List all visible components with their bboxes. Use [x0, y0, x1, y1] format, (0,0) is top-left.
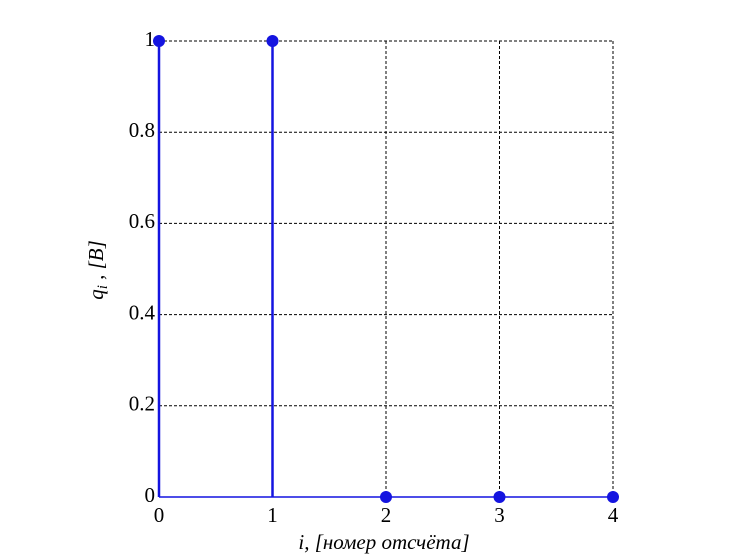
- x-tick-label: 0: [154, 503, 165, 527]
- y-tick-label: 0.2: [129, 392, 155, 416]
- x-tick-label: 3: [494, 503, 505, 527]
- y-tick-label: 0.6: [129, 209, 155, 233]
- y-label-rest: , [В]: [84, 240, 108, 285]
- x-tick-label: 4: [608, 503, 619, 527]
- y-tick-label: 0.8: [129, 118, 155, 142]
- x-tick-label: 2: [381, 503, 392, 527]
- y-tick-label: 0: [145, 483, 156, 507]
- y-tick-label: 1: [145, 27, 156, 51]
- stem-marker: [153, 35, 165, 47]
- x-tick-label: 1: [267, 503, 278, 527]
- stem-marker: [266, 35, 279, 47]
- y-label-main: q: [84, 289, 108, 300]
- stem-marker: [380, 491, 392, 503]
- y-axis-label: qi , [В]: [84, 240, 112, 300]
- y-label-sub: i: [95, 285, 111, 289]
- y-tick-label: 0.4: [129, 300, 156, 324]
- x-axis-label: i, [номер отсчёта]: [298, 530, 469, 554]
- stem-marker: [607, 491, 619, 503]
- stem-marker: [493, 491, 506, 503]
